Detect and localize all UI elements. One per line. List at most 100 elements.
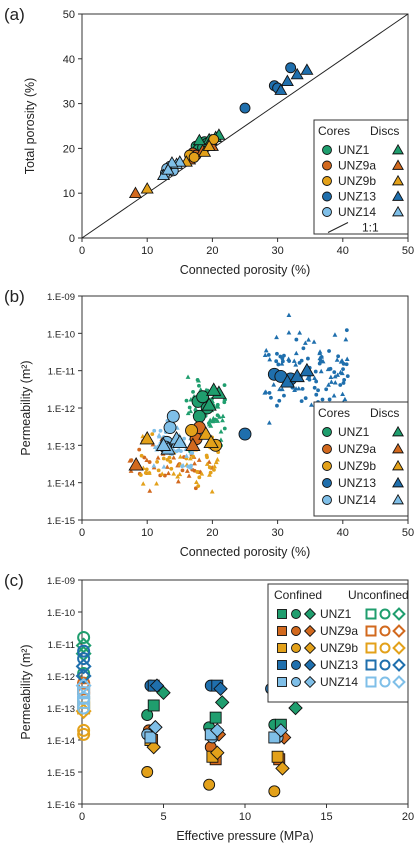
data-cloud-point: [215, 413, 220, 418]
data-cloud-point: [204, 453, 209, 458]
data-cloud-point: [187, 455, 193, 461]
data-cloud-point: [189, 463, 193, 468]
legend-label: UNZ9a: [338, 159, 376, 173]
data-cloud-point: [313, 369, 318, 374]
data-cloud-point: [306, 337, 311, 342]
data-cloud-point: [188, 408, 194, 414]
data-point: [206, 382, 222, 396]
data-point: [210, 723, 225, 738]
data-cloud-point: [302, 340, 308, 345]
legend-marker: [322, 478, 332, 488]
panel-label: (b): [4, 287, 25, 306]
legend-marker: [322, 444, 332, 454]
data-cloud-point: [197, 475, 202, 480]
legend-marker: [322, 176, 332, 186]
data-cloud-point: [144, 467, 149, 472]
data-cloud-point: [266, 420, 272, 425]
legend-marker: [392, 205, 404, 217]
data-cloud-point: [158, 428, 163, 433]
data-cloud-point: [164, 464, 170, 469]
data-point: [185, 424, 198, 437]
legend-label: UNZ9b: [338, 459, 376, 473]
x-tick-label: 5: [160, 811, 166, 823]
y-tick-label: 1.E-10: [47, 329, 75, 340]
data-point: [239, 102, 251, 114]
x-axis-label: Connected porosity (%): [180, 545, 311, 559]
data-point: [141, 766, 154, 778]
data-point: [208, 133, 220, 145]
data-cloud-point: [207, 465, 212, 470]
data-cloud-point: [140, 481, 146, 486]
data-cloud-point: [328, 374, 334, 380]
data-cloud-point: [311, 339, 317, 344]
data-cloud-point: [340, 391, 345, 397]
data-cloud-point: [318, 368, 324, 374]
data-cloud-point: [307, 377, 312, 382]
x-tick-label: 50: [402, 245, 414, 257]
data-cloud-point: [151, 463, 157, 468]
legend-marker: [392, 143, 404, 155]
data-point: [290, 67, 304, 80]
legend-marker: [392, 607, 406, 621]
legend-header: Unconfined: [348, 588, 409, 602]
data-cloud-point: [325, 366, 331, 372]
data-cloud-point: [316, 388, 320, 393]
data-point: [75, 703, 92, 720]
data-cloud-point: [210, 418, 215, 424]
data-cloud-point: [147, 471, 152, 475]
data-point: [77, 644, 91, 658]
data-cloud-point: [207, 472, 212, 477]
data-cloud-point: [175, 478, 181, 484]
data-point: [163, 421, 177, 434]
legend-marker: [365, 642, 377, 654]
data-cloud-point: [195, 377, 200, 382]
data-cloud-point: [331, 393, 337, 398]
data-point: [201, 397, 217, 411]
legend-marker: [392, 493, 404, 505]
x-tick-label: 30: [271, 245, 283, 257]
one-to-one-line: [81, 13, 409, 239]
data-point: [146, 739, 161, 755]
data-cloud-point: [193, 486, 198, 491]
data-cloud-point: [168, 459, 173, 464]
data-point: [75, 667, 92, 685]
data-cloud-point: [156, 468, 161, 473]
data-cloud-point: [208, 423, 214, 428]
data-cloud-point: [159, 471, 165, 476]
data-point: [203, 434, 219, 449]
y-tick-label: 1.E-15: [47, 516, 75, 527]
legend-header: Cores: [318, 406, 350, 420]
y-axis-label: Total porosity (%): [23, 78, 37, 175]
data-point: [77, 652, 91, 666]
y-tick-label: 1.E-16: [47, 800, 75, 811]
y-axis-label: Permeability (m²): [19, 644, 33, 739]
legend-marker: [277, 660, 287, 670]
chart-panel-b: (b) 0 10 20 30 40 50 1.E-15 1.E-14 1.E-13 1.E-12 1.…: [4, 287, 414, 559]
data-cloud-point: [341, 361, 346, 366]
data-cloud-point: [169, 466, 174, 471]
data-point: [210, 745, 225, 760]
data-cloud-point: [212, 463, 217, 469]
x-tick-label: 50: [402, 527, 414, 539]
data-cloud-point: [197, 383, 201, 388]
data-cloud-point: [327, 349, 331, 353]
data-cloud-point: [335, 372, 341, 377]
data-cloud-point: [166, 470, 171, 476]
data-cloud-point: [324, 387, 329, 392]
legend-marker: [291, 677, 301, 687]
data-cloud-point: [175, 474, 181, 479]
data-cloud-point: [344, 356, 350, 361]
data-cloud-point: [332, 332, 338, 337]
data-point: [144, 731, 157, 744]
data-point: [166, 409, 180, 423]
data-point: [285, 62, 297, 74]
data-cloud-point: [193, 406, 198, 411]
data-cloud-point: [299, 399, 304, 404]
y-tick-label: 1.E-11: [48, 640, 75, 651]
data-cloud-point: [188, 450, 194, 455]
legend-marker: [291, 660, 301, 670]
data-cloud-point: [297, 330, 303, 335]
x-tick-label: 0: [79, 527, 85, 539]
x-tick-label: 20: [206, 527, 218, 539]
data-cloud-point: [263, 347, 269, 353]
